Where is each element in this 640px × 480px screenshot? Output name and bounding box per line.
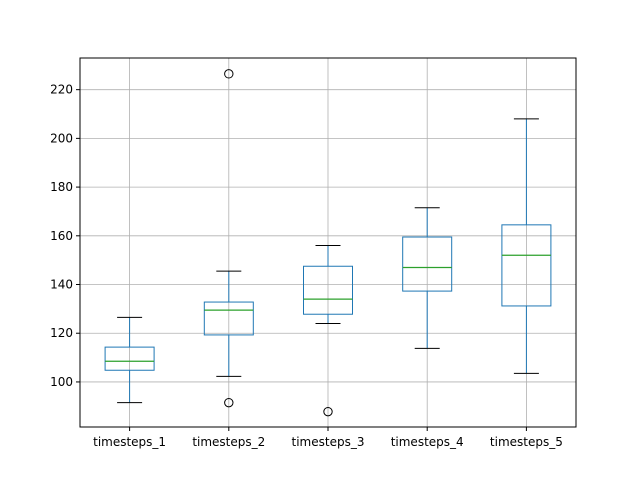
x-tick-label: timesteps_4 [391, 435, 464, 449]
box-iqr [402, 236, 453, 292]
box-iqr [203, 301, 254, 336]
box-iqr [501, 224, 552, 307]
box-group-timesteps_2 [203, 69, 254, 408]
y-tick-label: 200 [50, 131, 73, 145]
x-tick-label: timesteps_1 [93, 435, 166, 449]
boxplot-series [104, 69, 552, 417]
y-tick-label: 140 [50, 278, 73, 292]
x-tick-label: timesteps_3 [292, 435, 365, 449]
outlier-point [224, 69, 234, 79]
box-group-timesteps_1 [104, 316, 155, 404]
x-tick-label: timesteps_5 [490, 435, 563, 449]
box-iqr [303, 265, 353, 315]
outlier-point [323, 406, 333, 417]
box-group-timesteps_5 [501, 118, 552, 374]
box-group-timesteps_3 [303, 245, 353, 417]
y-tick-label: 180 [50, 180, 73, 194]
x-axis: timesteps_1 timesteps_2 timesteps_3 timeste… [93, 427, 563, 449]
outlier-point [224, 397, 234, 408]
y-tick-label: 100 [50, 375, 73, 389]
x-tick-label: timesteps_2 [192, 435, 265, 449]
y-tick-label: 220 [50, 83, 73, 97]
box-group-timesteps_4 [402, 207, 453, 349]
y-axis: 100 120 140 160 180 200 220 [50, 83, 80, 389]
y-tick-label: 120 [50, 326, 73, 340]
box-iqr [104, 346, 155, 371]
y-tick-label: 160 [50, 229, 73, 243]
